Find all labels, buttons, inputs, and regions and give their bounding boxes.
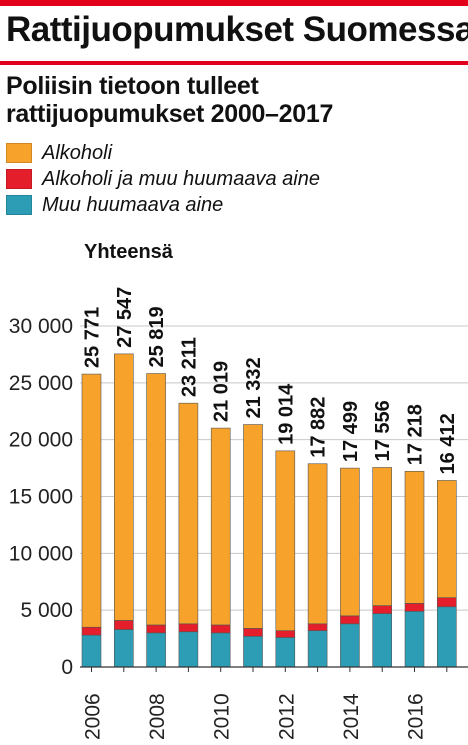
- bar-segment-muu: [436, 606, 457, 668]
- page-title: Rattijuopumukset Suomessa: [6, 10, 468, 49]
- bar-segment-alkoholi: [307, 463, 328, 625]
- bar-segment-alkoholi-ja-muu: [404, 603, 425, 612]
- x-tick-label: 2006: [82, 693, 105, 740]
- y-tick-label: 20 000: [9, 429, 73, 452]
- bar-segment-alkoholi-ja-muu: [178, 623, 199, 633]
- bar-segment-muu: [340, 623, 360, 668]
- bar-total-label: 17 218: [405, 404, 427, 465]
- x-tick-label: 2008: [146, 693, 169, 740]
- bar-segment-muu: [210, 632, 231, 668]
- chart-subtitle: Poliisin tietoon tulleet rattijuopumukse…: [6, 72, 334, 128]
- bar-segment-alkoholi-ja-muu: [146, 624, 166, 634]
- bar-segment-alkoholi: [275, 450, 296, 631]
- bar-segment-alkoholi-ja-muu: [307, 623, 328, 631]
- chart-legend: Alkoholi Alkoholi ja muu huumaava aine M…: [6, 140, 320, 218]
- x-tick-label: 2014: [340, 693, 363, 740]
- bar-segment-muu: [307, 630, 328, 668]
- bar-total-label: 25 771: [82, 307, 104, 368]
- y-tick-label: 15 000: [9, 486, 73, 509]
- bar-segment-alkoholi-ja-muu: [340, 615, 360, 625]
- y-tick-label: 5 000: [20, 599, 73, 622]
- bar-total-label: 25 819: [146, 306, 168, 367]
- bar-total-label: 16 412: [437, 413, 459, 474]
- bar-segment-alkoholi: [404, 470, 425, 604]
- bar-segment-alkoholi: [436, 480, 457, 598]
- bar-segment-alkoholi-ja-muu: [372, 605, 393, 614]
- legend-swatch-alkoholi-ja-muu: [6, 169, 32, 189]
- bar-segment-alkoholi-ja-muu: [243, 628, 263, 637]
- legend-item-alkoholi-ja-muu: Alkoholi ja muu huumaava aine: [6, 166, 320, 192]
- bar-total-label: 21 019: [211, 361, 233, 422]
- bar-segment-muu: [275, 637, 296, 668]
- bar-segment-alkoholi: [340, 467, 360, 617]
- bar-segment-alkoholi: [243, 424, 263, 629]
- bar-segment-muu: [178, 631, 199, 668]
- bar-total-label: 17 556: [372, 400, 394, 461]
- bar-segment-alkoholi-ja-muu: [81, 626, 102, 636]
- legend-item-muu-huumaava: Muu huumaava aine: [6, 192, 320, 218]
- legend-swatch-alkoholi: [6, 143, 32, 163]
- x-tick-label: 2010: [211, 693, 234, 740]
- bar-segment-alkoholi-ja-muu: [436, 597, 457, 608]
- bar-segment-alkoholi: [114, 353, 134, 621]
- legend-label-alkoholi-ja-muu: Alkoholi ja muu huumaava aine: [42, 167, 320, 190]
- y-tick-label: 0: [61, 656, 73, 679]
- bar-segment-alkoholi: [146, 373, 166, 626]
- bar-total-label: 19 014: [275, 383, 297, 445]
- y-tick-label: 25 000: [9, 372, 73, 395]
- bar-segment-muu: [404, 611, 425, 668]
- totals-header: Yhteensä: [84, 241, 173, 263]
- bar-segment-alkoholi-ja-muu: [210, 624, 231, 634]
- bar-segment-muu: [243, 636, 263, 668]
- bar-total-label: 27 547: [114, 287, 136, 348]
- bar-segment-alkoholi: [178, 402, 199, 625]
- bar-total-label: 21 332: [243, 357, 265, 418]
- legend-label-muu-huumaava: Muu huumaava aine: [42, 193, 224, 216]
- bar-segment-muu: [81, 634, 102, 668]
- bar-segment-muu: [114, 629, 134, 668]
- x-tick-label: 2016: [405, 693, 428, 740]
- bar-segment-alkoholi: [81, 373, 102, 628]
- bar-total-label: 23 211: [178, 337, 200, 397]
- bar-segment-muu: [146, 632, 166, 668]
- x-tick-label: 2012: [275, 693, 298, 740]
- y-tick-label: 30 000: [9, 315, 73, 338]
- bar-total-label: 17 499: [340, 401, 362, 462]
- bar-segment-alkoholi-ja-muu: [114, 620, 134, 630]
- bar-segment-alkoholi-ja-muu: [275, 630, 296, 638]
- legend-swatch-muu-huumaava: [6, 195, 32, 215]
- bar-segment-alkoholi: [210, 427, 231, 626]
- legend-item-alkoholi: Alkoholi: [6, 140, 320, 166]
- title-divider: [0, 61, 468, 65]
- bar-segment-muu: [372, 613, 393, 668]
- top-accent-rule: [0, 0, 468, 6]
- y-tick-label: 10 000: [9, 542, 73, 565]
- legend-label-alkoholi: Alkoholi: [42, 141, 113, 164]
- bar-segment-alkoholi: [372, 467, 393, 606]
- bar-total-label: 17 882: [308, 397, 330, 458]
